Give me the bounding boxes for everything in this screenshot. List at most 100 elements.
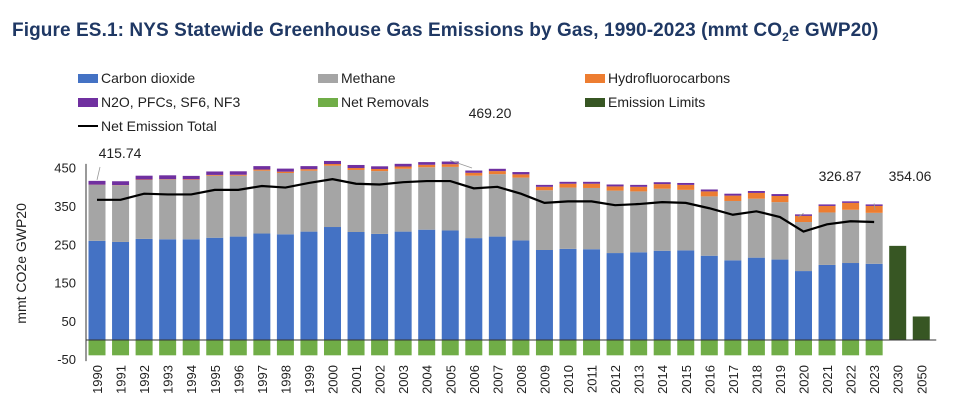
bar-other-2014 — [653, 182, 671, 185]
bar-methane-1997 — [253, 170, 271, 234]
annotation-leader — [96, 166, 101, 180]
bar-hfc-1999 — [300, 169, 318, 171]
bar-co2-2005 — [441, 230, 459, 340]
x-tick-label: 2020 — [797, 365, 812, 394]
bar-hfc-2023 — [865, 205, 883, 213]
bar-removals-2013 — [630, 340, 648, 356]
x-tick-label: 2011 — [585, 365, 600, 393]
bar-hfc-1998 — [276, 171, 294, 174]
bar-methane-2017 — [724, 200, 742, 261]
legend-label-methane: Methane — [341, 70, 396, 86]
bar-limits-2030 — [889, 245, 907, 340]
bar-other-2008 — [512, 172, 530, 175]
bar-co2-2016 — [700, 255, 718, 340]
bar-methane-1995 — [206, 175, 224, 238]
bar-other-2022 — [842, 201, 860, 203]
x-tick-label: 2013 — [632, 365, 647, 394]
x-tick-label: 2018 — [749, 365, 764, 394]
bar-methane-2016 — [700, 196, 718, 256]
x-tick-label: 2050 — [914, 365, 929, 394]
bar-other-2000 — [324, 160, 341, 165]
annotation-leader — [450, 160, 473, 169]
bar-co2-1992 — [135, 238, 153, 340]
bar-other-2017 — [724, 193, 742, 196]
annotation-label: 415.74 — [99, 145, 142, 161]
bar-removals-1999 — [300, 340, 318, 356]
bar-removals-2004 — [418, 340, 436, 356]
x-tick-label: 1998 — [278, 365, 293, 394]
bar-co2-2012 — [606, 253, 624, 340]
x-tick-label: 2015 — [679, 365, 694, 394]
x-tick-label: 1992 — [137, 365, 152, 394]
bar-hfc-2003 — [394, 166, 412, 169]
x-tick-label: 2010 — [561, 365, 576, 394]
bar-other-1996 — [229, 171, 247, 175]
x-tick-label: 2005 — [443, 365, 458, 394]
bar-co2-2019 — [771, 259, 789, 340]
x-tick-label: 2007 — [490, 365, 505, 394]
bar-removals-2001 — [347, 340, 365, 356]
bar-co2-2011 — [583, 249, 601, 340]
x-tick-label: 1997 — [255, 365, 270, 394]
bar-removals-2007 — [488, 340, 506, 356]
legend-label-co2: Carbon dioxide — [101, 70, 196, 86]
bar-other-1995 — [206, 171, 224, 175]
y-tick-label: 150 — [54, 276, 76, 291]
x-tick-label: 2001 — [349, 365, 364, 394]
x-tick-label: 1991 — [114, 365, 129, 394]
annotation-label: 469.20 — [469, 105, 512, 121]
bar-removals-2005 — [441, 340, 459, 356]
bar-methane-2008 — [512, 177, 530, 241]
bar-other-2005 — [441, 161, 459, 165]
bar-co2-2000 — [324, 227, 341, 340]
bar-other-2009 — [535, 184, 553, 187]
legend-swatch-hfc — [585, 73, 605, 83]
bar-other-2012 — [606, 184, 624, 187]
bar-methane-1998 — [276, 173, 294, 235]
bar-methane-2002 — [371, 171, 389, 234]
bar-methane-2012 — [606, 190, 624, 254]
bar-hfc-2000 — [324, 164, 341, 166]
bar-co2-1999 — [300, 231, 318, 340]
bar-co2-2004 — [418, 229, 436, 340]
bar-removals-2008 — [512, 340, 530, 356]
bar-co2-2017 — [724, 260, 742, 340]
bar-methane-2013 — [630, 191, 648, 253]
x-tick-label: 1999 — [302, 365, 317, 394]
chart-title: Figure ES.1: NYS Statewide Greenhouse Ga… — [12, 20, 878, 44]
bar-methane-2019 — [771, 202, 789, 260]
bar-other-1997 — [253, 166, 271, 170]
legend-label-net: Net Emission Total — [101, 118, 217, 134]
bar-methane-2021 — [818, 212, 836, 265]
bar-removals-2016 — [700, 340, 718, 356]
title-tail: e GWP20) — [788, 20, 879, 41]
bar-co2-1993 — [159, 239, 177, 340]
bar-removals-1996 — [229, 340, 247, 356]
x-tick-label: 2008 — [514, 365, 529, 394]
bar-co2-2008 — [512, 240, 530, 340]
bar-co2-1998 — [276, 234, 294, 340]
bar-methane-1993 — [159, 179, 177, 240]
bar-hfc-2011 — [583, 183, 601, 188]
bar-co2-1991 — [112, 241, 130, 340]
bar-other-1993 — [159, 175, 177, 180]
bar-other-2004 — [418, 162, 436, 165]
bar-removals-2011 — [583, 340, 601, 356]
bar-hfc-1994 — [182, 179, 200, 180]
bar-other-1998 — [276, 168, 294, 172]
legend-item-net: Net Emission Total — [78, 118, 217, 134]
bar-removals-2009 — [535, 340, 553, 356]
bar-removals-1993 — [159, 340, 177, 356]
bar-methane-1994 — [182, 179, 200, 240]
bar-other-2007 — [488, 168, 506, 172]
bar-removals-2015 — [677, 340, 695, 356]
bar-methane-2011 — [583, 187, 601, 250]
annotation-leader — [873, 203, 876, 211]
bar-hfc-2020 — [795, 215, 812, 223]
bar-co2-2001 — [347, 231, 365, 340]
bar-other-2020 — [795, 214, 812, 216]
bar-methane-1992 — [135, 179, 153, 239]
bar-hfc-1997 — [253, 169, 271, 171]
bar-hfc-2019 — [771, 195, 789, 203]
bar-hfc-2012 — [606, 186, 624, 191]
